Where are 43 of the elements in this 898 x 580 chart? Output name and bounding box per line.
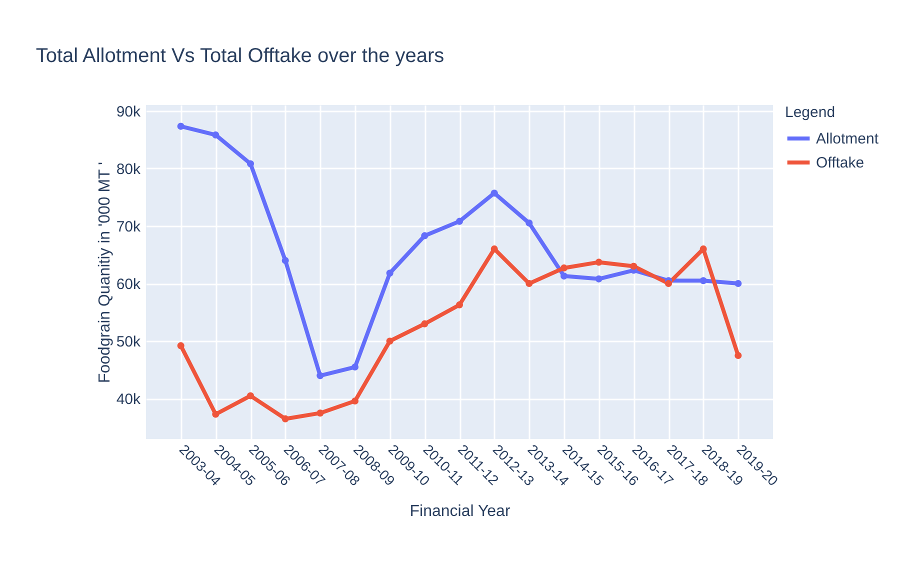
- y-tick-label: 80k: [116, 160, 141, 178]
- point: [177, 122, 184, 130]
- point: [212, 410, 220, 418]
- point: [700, 277, 707, 284]
- point: [316, 410, 324, 417]
- legend-title: Legend: [785, 104, 836, 121]
- chart-title: Total Allotment Vs Total Offtake over the years: [36, 44, 444, 67]
- point: [177, 342, 184, 350]
- point: [490, 190, 498, 197]
- legend-label: Allotment: [816, 130, 880, 148]
- y-tick-label: 90k: [116, 103, 141, 120]
- point: [456, 218, 464, 225]
- point: [246, 160, 254, 168]
- y-tick-label: 70k: [116, 218, 141, 236]
- y-tick-label: 60k: [116, 276, 141, 294]
- point: [282, 256, 289, 264]
- point: [316, 372, 324, 380]
- y-axis-title: Foodgrain Quanitiy in '000 MT ': [96, 162, 114, 384]
- point: [351, 397, 359, 405]
- point: [700, 245, 707, 252]
- y-tick-label: 40k: [116, 391, 141, 408]
- point: [246, 392, 254, 400]
- point: [456, 301, 464, 308]
- legend-label: Offtake: [816, 154, 864, 172]
- point: [734, 352, 742, 360]
- point: [560, 272, 568, 280]
- point: [421, 320, 428, 328]
- point: [282, 415, 289, 422]
- point: [595, 275, 602, 282]
- point: [421, 232, 428, 240]
- point: [664, 280, 672, 288]
- point: [560, 264, 568, 272]
- point: [526, 280, 533, 288]
- point: [386, 338, 394, 345]
- point: [630, 262, 638, 270]
- point: [526, 220, 533, 227]
- x-axis-title: Financial Year: [410, 502, 511, 520]
- point: [595, 258, 602, 266]
- point: [734, 280, 742, 288]
- point: [351, 363, 359, 371]
- point: [212, 131, 220, 138]
- y-tick-label: 50k: [116, 334, 141, 351]
- point: [386, 270, 394, 277]
